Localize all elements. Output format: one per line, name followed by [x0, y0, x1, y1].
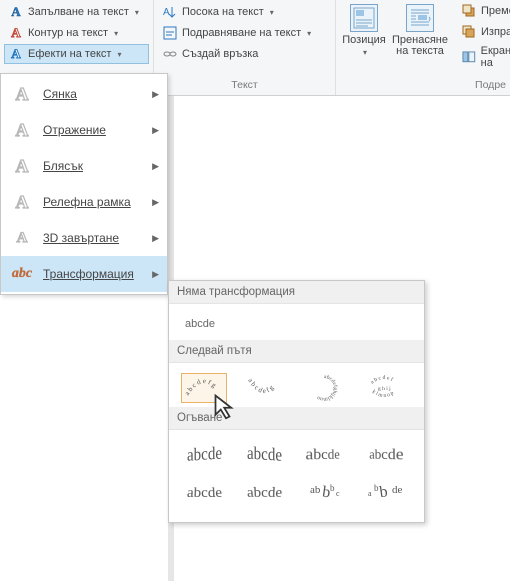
menu-reflection-label: Отражение: [43, 123, 106, 137]
submenu-arrow-icon: ▶: [152, 233, 159, 244]
send-backward-button[interactable]: Изпрати: [458, 23, 510, 41]
menu-item-bevel[interactable]: A Релефна рамка ▶: [1, 184, 167, 220]
rotation-3d-icon: A: [11, 228, 33, 248]
bring-forward-label: Премест: [481, 5, 510, 17]
svg-text:abcdefghijklmno: abcdefghijklmno: [316, 374, 339, 402]
position-button[interactable]: Позиция ▾: [340, 2, 388, 59]
selection-pane-icon: [461, 49, 477, 65]
text-direction-label: Посока на текст: [182, 6, 264, 18]
menu-item-3d-rotation[interactable]: A 3D завъртане ▶: [1, 220, 167, 256]
align-text-label: Подравняване на текст: [182, 27, 301, 39]
glow-icon: A: [11, 156, 33, 176]
text-fill-label: Запълване на текст: [28, 6, 129, 18]
svg-text:de: de: [392, 484, 403, 496]
svg-text:g h i j: g h i j: [378, 386, 391, 392]
text-effects-menu: A Сянка ▶ A Отражение ▶ A Блясък ▶ A Рел…: [0, 73, 168, 295]
reflection-icon: A: [11, 120, 33, 140]
text-outline-icon: A: [8, 25, 24, 41]
section-no-transform: Няма трансформация: [169, 281, 424, 304]
svg-text:ab: ab: [310, 484, 321, 496]
section-follow-path: Следвай пътя: [169, 340, 424, 363]
submenu-arrow-icon: ▶: [152, 161, 159, 172]
align-text-icon: [162, 25, 178, 41]
wrap-text-icon: [406, 4, 434, 32]
create-link-button[interactable]: Създай връзка: [158, 44, 315, 64]
svg-text:A: A: [163, 7, 170, 18]
transform-icon: abc: [11, 264, 33, 284]
text-fill-button[interactable]: A Запълване на текст ▾: [4, 2, 149, 22]
submenu-arrow-icon: ▶: [152, 197, 159, 208]
menu-item-transform[interactable]: abc Трансформация ▶: [1, 256, 167, 292]
menu-item-glow[interactable]: A Блясък ▶: [1, 148, 167, 184]
path-arch-up-thumb[interactable]: a b c d e f g: [181, 373, 227, 403]
svg-text:b: b: [330, 483, 335, 493]
selection-pane-label: Екран на: [481, 45, 510, 69]
submenu-arrow-icon: ▶: [152, 125, 159, 136]
path-arch-down-thumb[interactable]: a b c d e f g: [241, 373, 287, 403]
send-backward-label: Изпрати: [481, 26, 510, 38]
wrap-text-button[interactable]: Пренасяне на текста: [390, 2, 450, 59]
chevron-down-icon: ▾: [363, 48, 367, 57]
warp-thumb-4[interactable]: abcde: [361, 440, 407, 470]
menu-3d-label: 3D завъртане: [43, 231, 119, 245]
selection-pane-button[interactable]: Екран на: [458, 44, 510, 70]
bevel-icon: A: [11, 192, 33, 212]
group-label-text: Текст: [158, 79, 331, 93]
menu-transform-label: Трансформация: [43, 267, 134, 281]
align-text-button[interactable]: Подравняване на текст ▾: [158, 23, 315, 43]
svg-text:a b c d e f g: a b c d e f g: [246, 377, 275, 395]
svg-text:c: c: [336, 489, 340, 498]
path-circle-thumb[interactable]: abcdefghijklmno: [301, 373, 347, 403]
bring-forward-button[interactable]: Премест: [458, 2, 510, 20]
send-backward-icon: [461, 24, 477, 40]
text-effects-button[interactable]: A Ефекти на текст ▾: [4, 44, 149, 64]
ribbon-group-text: A Посока на текст ▾ Подравняване на текс…: [154, 0, 336, 95]
menu-item-shadow[interactable]: A Сянка ▶: [1, 76, 167, 112]
position-label: Позиция: [342, 34, 386, 46]
chevron-down-icon: ▾: [117, 50, 121, 59]
wrap-label-2: на текста: [396, 45, 444, 57]
submenu-arrow-icon: ▶: [152, 269, 159, 280]
warp-thumb-8[interactable]: abbde: [361, 478, 407, 508]
no-transform-thumb[interactable]: abcde: [185, 318, 215, 330]
warp-thumb-6[interactable]: abcde: [241, 478, 287, 508]
menu-item-reflection[interactable]: A Отражение ▶: [1, 112, 167, 148]
create-link-label: Създай връзка: [182, 48, 258, 60]
ribbon-group-arrange-1: Позиция ▾ Пренасяне на текста: [336, 0, 454, 95]
svg-text:b: b: [378, 483, 388, 501]
group-label-arrange: Подре: [458, 79, 506, 93]
create-link-icon: [162, 46, 178, 62]
warp-thumb-7[interactable]: abbbc: [301, 478, 347, 508]
submenu-arrow-icon: ▶: [152, 89, 159, 100]
svg-text:a: a: [368, 489, 372, 498]
warp-thumb-5[interactable]: abcde: [181, 478, 227, 508]
chevron-down-icon: ▾: [135, 8, 139, 17]
chevron-down-icon: ▾: [114, 29, 118, 38]
ribbon-group-arrange-2: Премест Изпрати Екран на Подре: [454, 0, 510, 95]
text-outline-label: Контур на текст: [28, 27, 108, 39]
menu-shadow-label: Сянка: [43, 87, 77, 101]
position-icon: [350, 4, 378, 32]
text-direction-button[interactable]: A Посока на текст ▾: [158, 2, 315, 22]
menu-bevel-label: Релефна рамка: [43, 195, 131, 209]
text-fill-icon: A: [8, 4, 24, 20]
chevron-down-icon: ▾: [307, 29, 311, 38]
cursor-icon: [206, 392, 246, 420]
warp-thumb-3[interactable]: abcde: [301, 440, 347, 470]
svg-text:a b c d e f: a b c d e f: [370, 375, 395, 386]
text-effects-label: Ефекти на текст: [28, 48, 111, 60]
path-button-thumb[interactable]: a b c d e f g h i j k l m n o p: [361, 373, 407, 403]
transform-submenu: Няма трансформация abcde Следвай пътя a …: [168, 280, 425, 523]
text-outline-button[interactable]: A Контур на текст ▾: [4, 23, 149, 43]
text-effects-icon: A: [8, 46, 24, 62]
chevron-down-icon: ▾: [270, 8, 274, 17]
text-direction-icon: A: [162, 4, 178, 20]
menu-glow-label: Блясък: [43, 159, 83, 173]
warp-thumb-2[interactable]: abcde: [241, 440, 287, 470]
warp-thumb-1[interactable]: abcde: [181, 440, 227, 470]
bring-forward-icon: [461, 3, 477, 19]
shadow-icon: A: [11, 84, 33, 104]
